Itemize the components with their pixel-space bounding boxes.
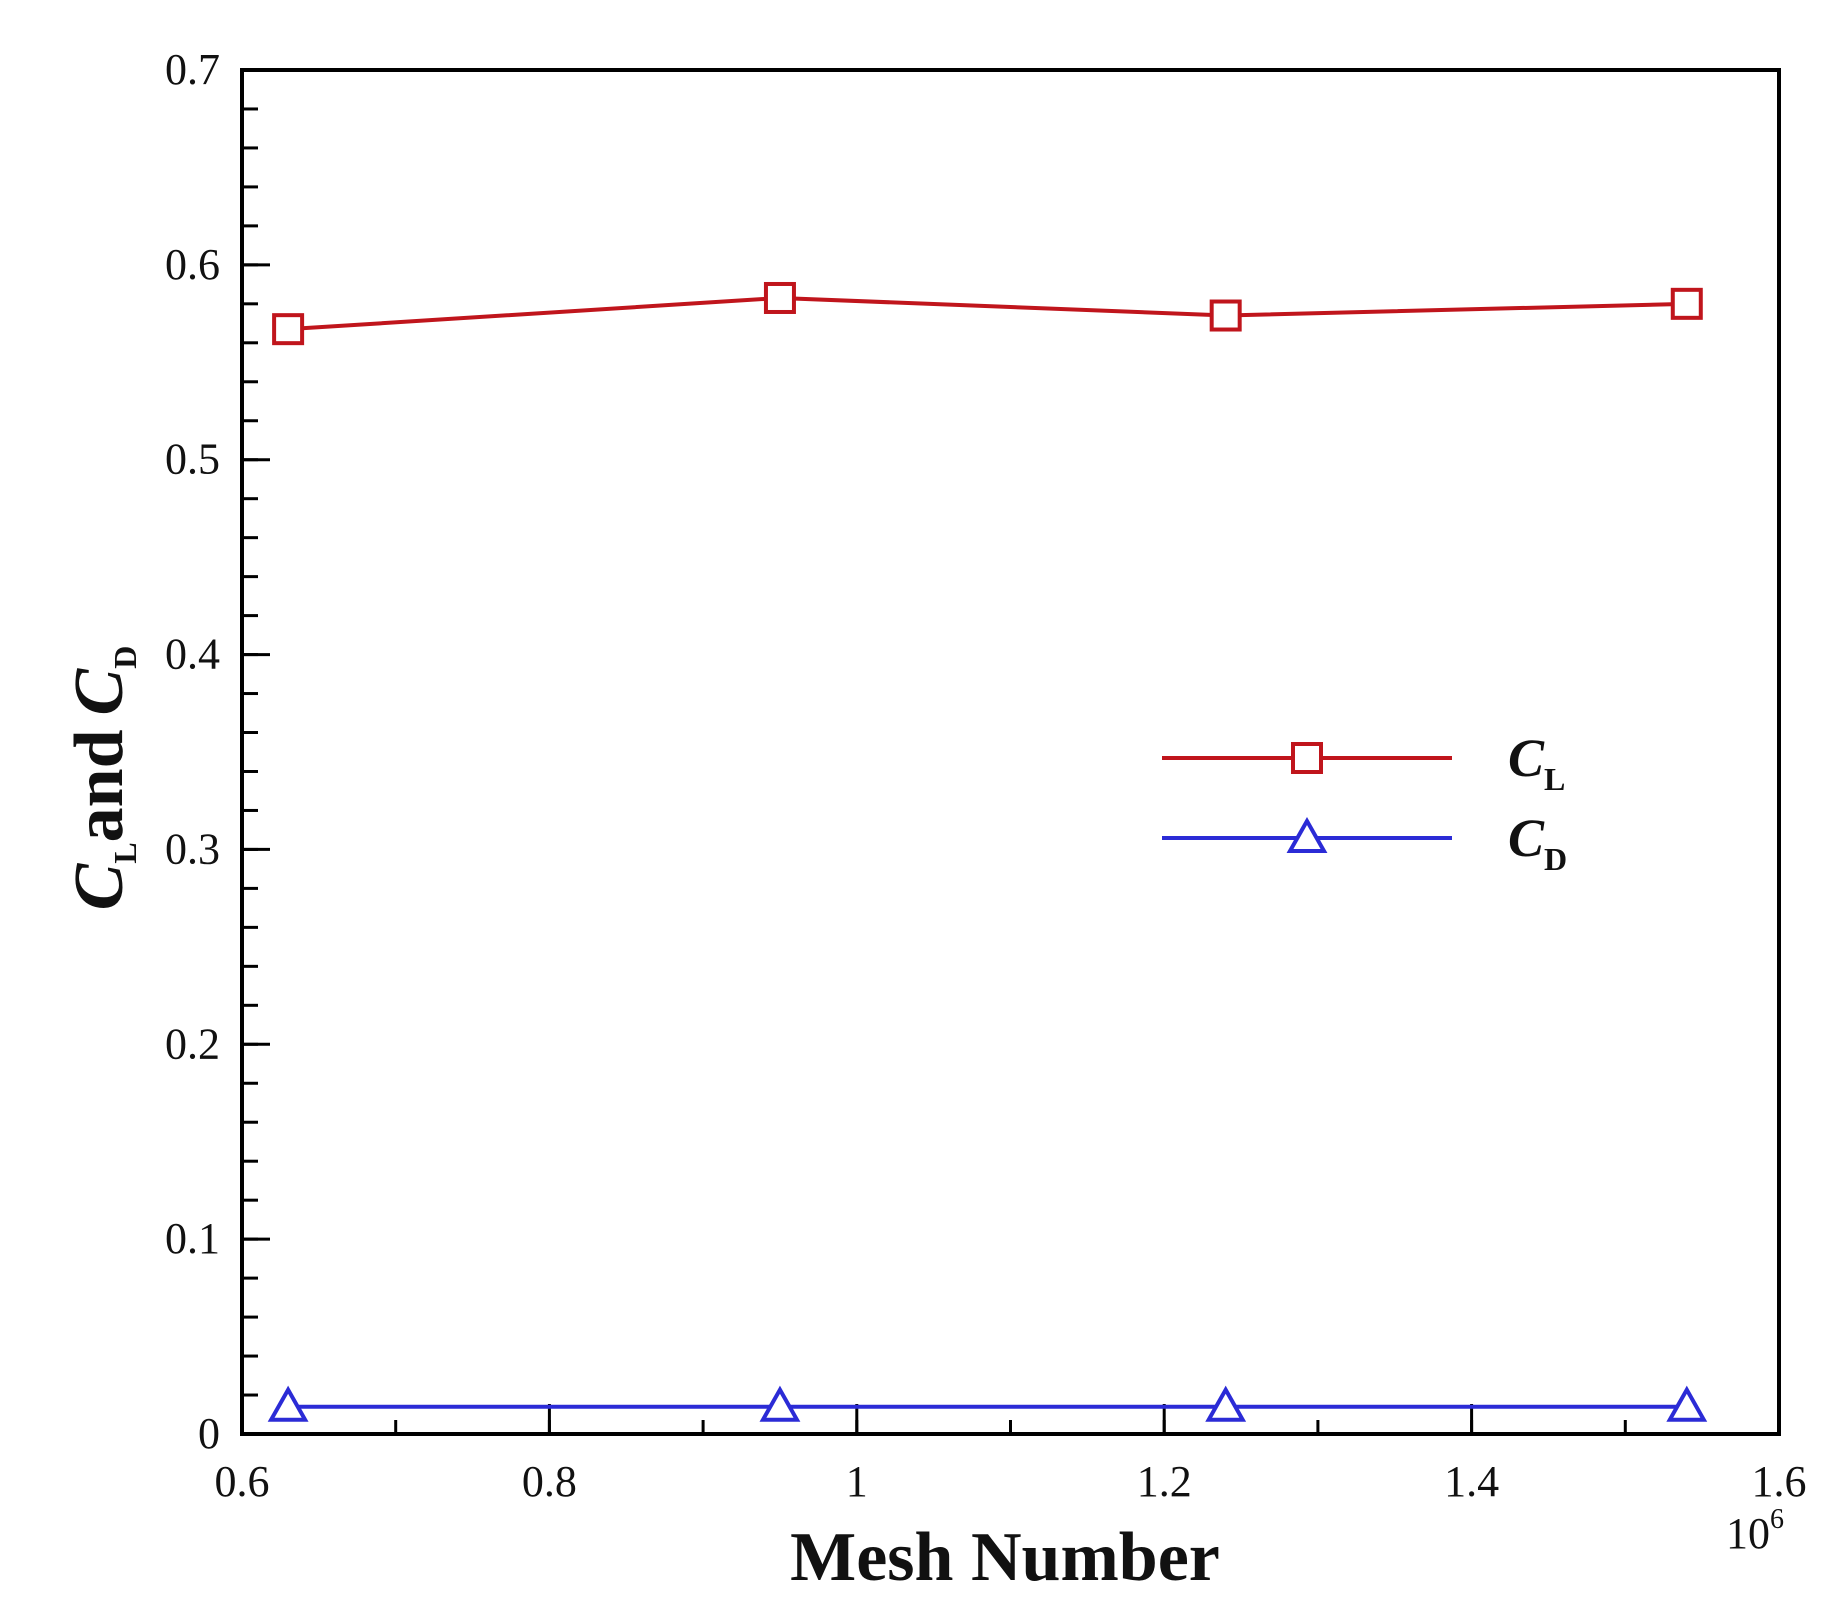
series-group (267, 281, 1708, 1422)
series-0-point (763, 281, 796, 314)
x-multiplier-base: 10 (1726, 1509, 1770, 1558)
series-1-point (1205, 1385, 1247, 1422)
series-0-line (287, 295, 1687, 332)
series-0-point (1209, 299, 1242, 332)
x-axis-title: Mesh Number (790, 1519, 1220, 1596)
y-tick-label: 0.6 (165, 240, 220, 289)
series-1-point (267, 1385, 309, 1422)
y-tick-label: 0.5 (165, 435, 220, 484)
legend-0-label: CL (1508, 728, 1565, 797)
y-axis-title-c2: C (61, 667, 138, 715)
legend-1-marker (1286, 816, 1328, 853)
y-tick-label: 0.7 (165, 45, 220, 94)
x-tick-label: 0.6 (215, 1457, 270, 1506)
x-tick-label: 1 (846, 1457, 868, 1506)
x-multiplier: 106 (1726, 1504, 1784, 1558)
legend-0-label-sub: L (1544, 761, 1565, 797)
series-0-point (1670, 287, 1703, 320)
series-0-point (272, 313, 305, 346)
y-axis-title-c1-sub: L (107, 842, 143, 863)
y-tick-label: 0 (198, 1409, 220, 1458)
y-tick-label: 0.1 (165, 1214, 220, 1263)
series-1-point (1666, 1385, 1708, 1422)
x-tick-label: 0.8 (522, 1457, 577, 1506)
legend-0-marker (1291, 742, 1323, 774)
y-axis-title: CLandCD (61, 646, 143, 911)
y-tick-label: 0.2 (165, 1019, 220, 1068)
y-axis-title-mid: and (61, 729, 138, 842)
y-axis-title-c1: C (61, 862, 138, 910)
x-tick-label: 1.4 (1444, 1457, 1499, 1506)
series-1-point (759, 1385, 801, 1422)
y-tick-label: 0.3 (165, 824, 220, 873)
y-tick-label: 0.4 (165, 630, 220, 679)
legend-0-label-main: C (1508, 728, 1545, 788)
legend-1-label: CD (1508, 808, 1567, 877)
x-tick-label: 1.2 (1137, 1457, 1192, 1506)
legend-1-label-sub: D (1544, 841, 1567, 877)
plot-area-border (240, 68, 1781, 1436)
x-tick-label: 1.6 (1752, 1457, 1807, 1506)
x-multiplier-exponent: 6 (1770, 1504, 1784, 1535)
legend-1-label-main: C (1508, 808, 1545, 868)
y-axis-title-c2-sub: D (107, 646, 143, 669)
plot-frame (240, 68, 1781, 1436)
axis-ticks: 0 0.1 0.2 0.3 0.4 0.5 0.6 0.7 0.6 0.8 1 1.2 1.4 1.6 (165, 45, 1807, 1506)
